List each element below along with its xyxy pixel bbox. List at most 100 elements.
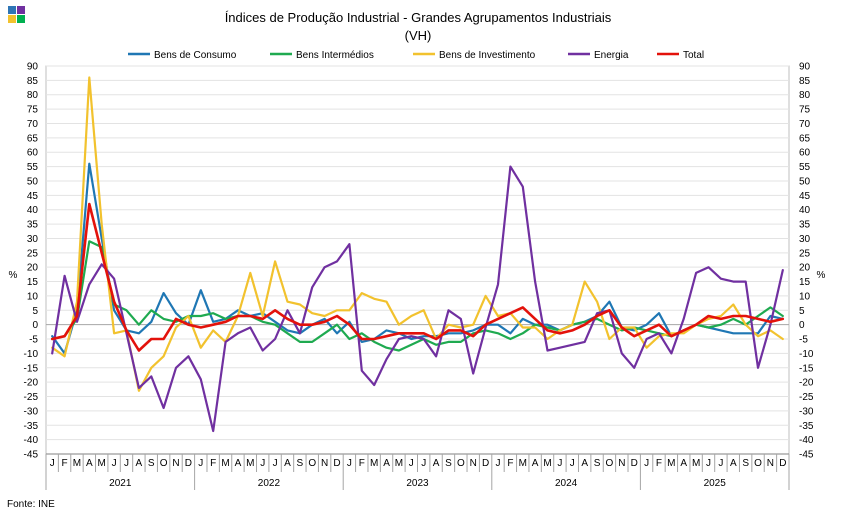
x-tick-label: A [532, 458, 539, 469]
x-tick-label: A [383, 458, 390, 469]
y-tick-label: -45 [799, 450, 814, 461]
y-tick-label: 80 [27, 90, 39, 101]
y-tick-label: 40 [27, 205, 39, 216]
y-axis-left: 908580757065605550454035302520151050-5-1… [24, 62, 39, 461]
x-tick-label: F [62, 458, 68, 469]
x-tick-label: J [409, 458, 414, 469]
x-tick-label: D [779, 458, 786, 469]
x-tick-label: J [421, 458, 426, 469]
legend-label: Bens de Investimento [439, 50, 536, 61]
y-tick-label: -35 [799, 421, 814, 432]
plot-area [45, 65, 790, 455]
legend-label: Bens Intermédios [296, 50, 374, 61]
x-tick-label: M [395, 458, 403, 469]
y-tick-label: 40 [799, 205, 811, 216]
x-tick-label: O [606, 458, 614, 469]
x-tick-label: J [706, 458, 711, 469]
y-tick-label: 5 [799, 306, 805, 317]
y-tick-label: -30 [24, 406, 39, 417]
y-tick-label: 90 [27, 62, 39, 73]
y-tick-label: 85 [799, 76, 811, 87]
x-tick-label: F [210, 458, 216, 469]
x-tick-label: J [347, 458, 352, 469]
x-tick-label: M [519, 458, 527, 469]
x-tick-label: M [692, 458, 700, 469]
x-tick-label: S [742, 458, 749, 469]
grid-lines [46, 65, 789, 455]
year-label: 2024 [555, 478, 578, 489]
x-tick-label: O [457, 458, 465, 469]
y-tick-label: 0 [799, 320, 805, 331]
legend-label: Energia [594, 50, 629, 61]
logo-icon [8, 6, 25, 23]
x-tick-label: A [235, 458, 242, 469]
x-tick-label: J [718, 458, 723, 469]
y-tick-label: 10 [799, 291, 811, 302]
x-tick-label: M [221, 458, 229, 469]
x-tick-label: J [124, 458, 129, 469]
y-tick-label: -45 [24, 450, 39, 461]
x-tick-label: O [308, 458, 316, 469]
x-tick-label: S [297, 458, 304, 469]
y-tick-label: -5 [799, 335, 808, 346]
x-tick-label: A [433, 458, 440, 469]
x-tick-label: D [482, 458, 489, 469]
legend-label: Bens de Consumo [154, 50, 237, 61]
x-tick-label: M [246, 458, 254, 469]
y-tick-label: -20 [799, 378, 814, 389]
year-label: 2022 [258, 478, 281, 489]
x-tick-label: J [112, 458, 117, 469]
y-tick-label: 15 [799, 277, 811, 288]
x-tick-label: D [631, 458, 638, 469]
x-tick-label: S [594, 458, 601, 469]
x-tick-label: J [198, 458, 203, 469]
y-tick-label: 75 [27, 105, 39, 116]
y-tick-label: 45 [799, 191, 811, 202]
y-tick-label: 30 [27, 234, 39, 245]
chart-subtitle: (VH) [405, 28, 432, 43]
y-tick-label: 70 [799, 119, 811, 130]
x-tick-label: M [370, 458, 378, 469]
x-tick-label: N [172, 458, 179, 469]
x-tick-label: J [273, 458, 278, 469]
y-tick-label: 35 [27, 220, 39, 231]
y-tick-label: 5 [32, 306, 38, 317]
y-tick-label: -25 [799, 392, 814, 403]
x-tick-label: A [136, 458, 143, 469]
y-tick-label: -25 [24, 392, 39, 403]
x-tick-label: S [445, 458, 452, 469]
legend: Bens de Consumo Bens Intermédios Bens de I… [128, 50, 704, 61]
legend-label: Total [683, 50, 704, 61]
y-tick-label: -10 [799, 349, 814, 360]
y-tick-label: -15 [799, 363, 814, 374]
y-tick-label: -10 [24, 349, 39, 360]
year-label: 2025 [704, 478, 727, 489]
y-axis-label-left: % [9, 270, 18, 281]
y-tick-label: 55 [27, 162, 39, 173]
x-tick-label: M [543, 458, 551, 469]
series-line-energia [51, 165, 784, 433]
source-note: Fonte: INE [7, 499, 55, 510]
series-line-total [50, 202, 785, 352]
x-tick-label: D [185, 458, 192, 469]
x-tick-label: N [618, 458, 625, 469]
chart-title: Índices de Produção Industrial - Grandes… [225, 10, 612, 25]
y-tick-label: 20 [799, 263, 811, 274]
y-tick-label: 50 [27, 176, 39, 187]
year-label: 2021 [109, 478, 132, 489]
x-tick-label: F [359, 458, 365, 469]
x-tick-label: F [507, 458, 513, 469]
y-tick-label: -5 [29, 335, 38, 346]
y-tick-label: 0 [32, 320, 38, 331]
series-line-bens-de-investimento [51, 76, 784, 392]
y-tick-label: 20 [27, 263, 39, 274]
x-tick-label: M [73, 458, 81, 469]
y-tick-label: 30 [799, 234, 811, 245]
y-tick-label: 45 [27, 191, 39, 202]
y-tick-label: -15 [24, 363, 39, 374]
x-tick-label: O [754, 458, 762, 469]
x-tick-label: J [570, 458, 575, 469]
y-tick-label: 15 [27, 277, 39, 288]
x-tick-label: N [321, 458, 328, 469]
x-tick-label: M [98, 458, 106, 469]
